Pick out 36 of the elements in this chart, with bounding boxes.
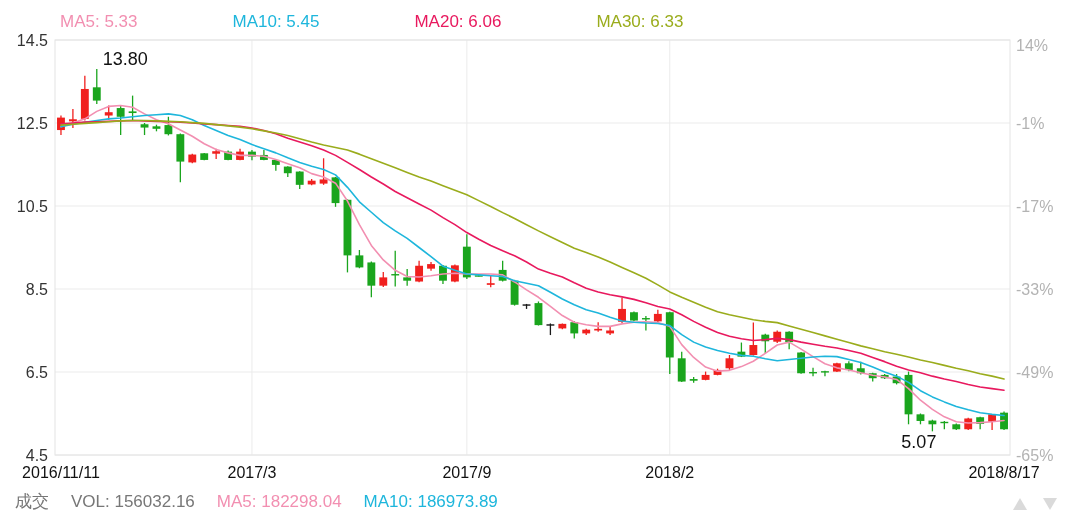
y2-tick-label: -65% <box>1016 446 1054 464</box>
text: 5.07 <box>901 432 937 453</box>
text: MA5: 182298.04 <box>216 492 342 511</box>
text: MA5: 5.33 <box>60 12 138 31</box>
candlestick <box>319 157 328 186</box>
y2-tick-label: -49% <box>1016 363 1054 381</box>
candlestick <box>355 249 364 269</box>
candlestick <box>68 108 77 129</box>
y2-tick-label: -17% <box>1016 197 1054 215</box>
x-tick-label: 2018/8/17 <box>968 464 1040 481</box>
y-tick-label: 12.5 <box>16 114 49 132</box>
text: 成交 <box>15 492 49 511</box>
y-tick-label: 8.5 <box>25 280 49 298</box>
candlestick <box>128 94 137 122</box>
y2-tick-label: -33% <box>1016 280 1054 298</box>
text: MA10: 5.45 <box>232 12 320 31</box>
candlestick <box>116 104 125 136</box>
y2-tick-label: 14% <box>1016 36 1049 54</box>
y-tick-label: 10.5 <box>16 197 49 215</box>
candlestick <box>749 321 758 357</box>
y2-tick-label: -1% <box>1016 114 1045 132</box>
candlestick <box>92 68 101 105</box>
text: MA30: 6.33 <box>596 12 684 31</box>
text: 13.80 <box>102 49 148 70</box>
text: MA10: 186973.89 <box>363 492 498 511</box>
x-tick-label: 2017/3 <box>227 464 277 481</box>
candlestick <box>677 351 686 383</box>
y-tick-label: 6.5 <box>25 363 49 381</box>
y-tick-label: 4.5 <box>25 446 49 464</box>
x-tick-label: 2018/2 <box>645 464 695 481</box>
text: VOL: 156032.16 <box>71 492 195 511</box>
x-tick-label: 2017/9 <box>442 464 492 481</box>
candlestick <box>367 260 376 298</box>
text: MA20: 6.06 <box>414 12 502 31</box>
x-tick-label: 2016/11/11 <box>22 464 100 481</box>
y-tick-label: 14.5 <box>16 31 49 49</box>
